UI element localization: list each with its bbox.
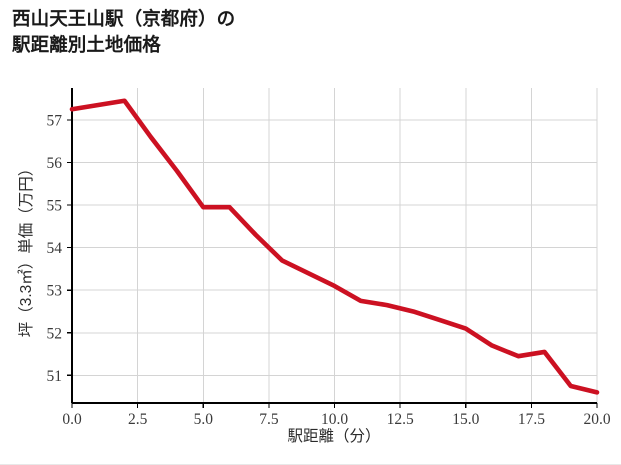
x-tick-label: 15.0 xyxy=(452,411,479,428)
x-tick-label: 7.5 xyxy=(259,411,279,428)
x-tick-labels: 0.0 2.5 5.0 7.5 10.0 12.5 15.0 17.5 20.0 xyxy=(62,411,611,428)
x-tick-label: 20.0 xyxy=(583,411,610,428)
x-tick-label: 10.0 xyxy=(321,411,348,428)
y-tick-label: 51 xyxy=(47,368,63,385)
y-axis-title: 坪（3.3㎡）単価（万円） xyxy=(17,161,35,338)
y-tick-label: 55 xyxy=(47,198,63,215)
y-tick-label: 52 xyxy=(47,325,63,342)
x-tick-label: 12.5 xyxy=(387,411,414,428)
y-tick-label: 56 xyxy=(47,155,63,172)
y-tick-labels: 51 52 53 54 55 56 57 xyxy=(47,112,63,384)
data-line-series xyxy=(69,98,600,395)
y-tick-label: 57 xyxy=(47,112,63,129)
page-title: 西山天王山駅（京都府）の 駅距離別土地価格 xyxy=(12,8,236,56)
x-tick-label: 17.5 xyxy=(518,411,545,428)
x-axis-title: 駅距離（分） xyxy=(287,427,380,445)
y-tick-label: 53 xyxy=(47,283,63,300)
x-tick-label: 0.0 xyxy=(62,411,82,428)
x-tick-label: 5.0 xyxy=(194,411,214,428)
x-tick-label: 2.5 xyxy=(128,411,148,428)
y-tick-label: 54 xyxy=(47,240,63,257)
